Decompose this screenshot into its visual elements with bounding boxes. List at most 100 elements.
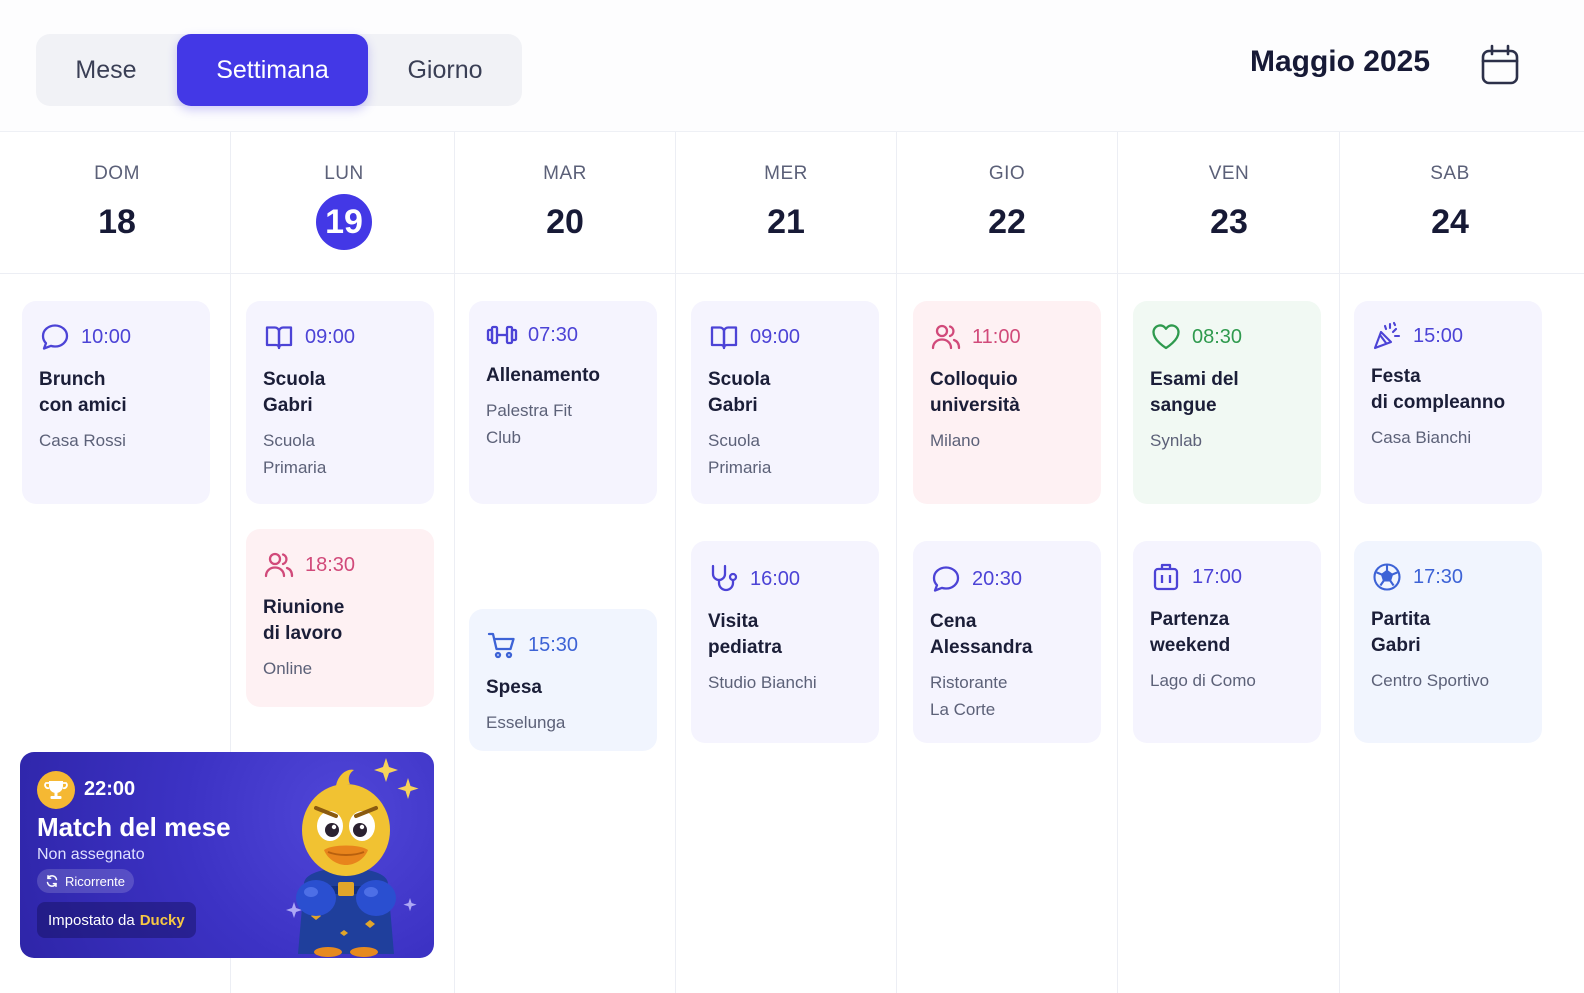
- event-card-scuola-gabri[interactable]: 09:00 Scuola Gabri Scuola Primaria: [691, 301, 879, 504]
- event-card-scuola-gabri[interactable]: 09:00 Scuola Gabri Scuola Primaria: [246, 301, 434, 504]
- event-location: Milano: [930, 431, 981, 450]
- people-icon: [263, 549, 295, 581]
- event-location: Studio Bianchi: [708, 673, 817, 692]
- calendar-icon[interactable]: [1480, 44, 1520, 86]
- promo-time: 22:00: [84, 778, 136, 800]
- day-header-sab[interactable]: SAB 24: [1370, 160, 1530, 250]
- day-number: 21: [767, 203, 805, 241]
- day-header-lun[interactable]: LUN 19: [264, 160, 424, 250]
- event-card-colloquio[interactable]: 11:00 Colloquio università Milano: [913, 301, 1101, 504]
- party-popper-icon: [1371, 320, 1403, 352]
- people-icon: [930, 321, 962, 353]
- calendar-toolbar: Mese Settimana Giorno Maggio 2025: [0, 0, 1584, 132]
- event-card-esami[interactable]: 08:30 Esami del sangue Synlab: [1133, 301, 1321, 504]
- event-location: Scuola Primaria: [263, 431, 327, 477]
- day-header-ven[interactable]: VEN 23: [1149, 160, 1309, 250]
- soccer-ball-icon: [1371, 561, 1403, 593]
- trophy-icon: [37, 771, 75, 809]
- event-location: Casa Rossi: [39, 431, 126, 450]
- event-card-allenamento[interactable]: 07:30 Allenamento Palestra Fit Club: [469, 301, 657, 504]
- repeat-icon: [46, 875, 58, 887]
- promo-title: Match del mese: [37, 812, 231, 842]
- month-title[interactable]: Maggio 2025: [1249, 45, 1431, 78]
- event-location: Esselunga: [486, 713, 566, 732]
- open-book-icon: [263, 321, 295, 353]
- recurring-badge: Ricorrente: [37, 869, 134, 893]
- set-by-name: Ducky: [139, 911, 185, 929]
- day-header-dom[interactable]: DOM 18: [37, 160, 197, 250]
- day-number: 20: [546, 203, 584, 241]
- match-del-mese-card[interactable]: 22:00 Match del mese Non assegnato Ricor…: [20, 752, 434, 958]
- event-location: Synlab: [1150, 431, 1202, 450]
- open-book-icon: [708, 321, 740, 353]
- event-card-visita-pediatra[interactable]: 16:00 Visita pediatra Studio Bianchi: [691, 541, 879, 743]
- event-time: 07:30: [528, 323, 579, 346]
- event-title: Cena Alessandra: [930, 611, 1033, 658]
- event-title: Brunch con amici: [39, 369, 127, 416]
- event-card-partenza[interactable]: 17:00 Partenza weekend Lago di Como: [1133, 541, 1321, 743]
- today-day-number: 19: [316, 194, 372, 250]
- event-title: Partita Gabri: [1371, 609, 1431, 656]
- view-month-button[interactable]: Mese: [75, 55, 137, 84]
- event-title: Partenza weekend: [1150, 609, 1231, 656]
- weekday-label: VEN: [1208, 163, 1250, 184]
- event-time: 16:00: [750, 567, 801, 590]
- dumbbell-icon: [486, 319, 518, 351]
- day-number: 18: [98, 203, 136, 241]
- day-header-mar[interactable]: MAR 20: [485, 160, 645, 250]
- event-title: Spesa: [486, 677, 542, 698]
- event-time: 15:00: [1413, 324, 1464, 347]
- event-card-spesa[interactable]: 15:30 Spesa Esselunga: [469, 609, 657, 751]
- event-card-cena[interactable]: 20:30 Cena Alessandra Ristorante La Cort…: [913, 541, 1101, 743]
- view-day-button[interactable]: Giorno: [407, 55, 483, 84]
- heart-icon: [1150, 321, 1182, 353]
- weekday-label: LUN: [324, 163, 364, 184]
- event-time: 20:30: [972, 567, 1023, 590]
- weekday-label: GIO: [988, 163, 1026, 184]
- column-divider: [896, 132, 897, 993]
- column-divider: [454, 132, 455, 993]
- event-time: 15:30: [528, 633, 579, 656]
- event-card-riunione[interactable]: 18:30 Riunione di lavoro Online: [246, 529, 434, 707]
- event-location: Lago di Como: [1150, 671, 1256, 690]
- weekday-label: DOM: [94, 163, 140, 184]
- view-week-button[interactable]: Settimana: [177, 34, 368, 106]
- event-time: 11:00: [972, 325, 1021, 348]
- day-header-gio[interactable]: GIO 22: [927, 160, 1087, 250]
- event-location: Casa Bianchi: [1371, 428, 1472, 447]
- event-time: 17:00: [1192, 565, 1243, 588]
- column-divider: [230, 132, 231, 993]
- event-card-partita[interactable]: 17:30 Partita Gabri Centro Sportivo: [1354, 541, 1542, 743]
- weekday-label: MER: [764, 163, 808, 184]
- promo-assignee: Non assegnato: [37, 846, 145, 863]
- stethoscope-icon: [708, 563, 740, 595]
- event-time: 10:00: [81, 325, 132, 348]
- chat-bubble-icon: [39, 321, 71, 353]
- event-title: Scuola Gabri: [263, 369, 326, 416]
- event-title: Colloquio università: [930, 369, 1020, 416]
- event-time: 09:00: [305, 325, 356, 348]
- day-header-mer[interactable]: MER 21: [706, 160, 866, 250]
- event-title: Esami del sangue: [1150, 369, 1239, 416]
- luggage-icon: [1150, 561, 1182, 593]
- event-title: Visita pediatra: [708, 611, 782, 658]
- event-location: Centro Sportivo: [1371, 671, 1490, 690]
- event-title: Allenamento: [486, 365, 601, 386]
- set-by-label: Impostato da Ducky: [37, 902, 196, 938]
- duck-boxer-mascot: [286, 758, 419, 957]
- weekday-label: MAR: [543, 163, 587, 184]
- header-divider: [0, 273, 1584, 274]
- day-number: 24: [1431, 203, 1469, 241]
- event-time: 17:30: [1413, 565, 1464, 588]
- day-number: 23: [1210, 203, 1248, 241]
- column-divider: [1339, 132, 1340, 993]
- event-title: Festa di compleanno: [1371, 366, 1506, 413]
- event-time: 09:00: [750, 325, 801, 348]
- event-location: Ristorante La Corte: [930, 673, 1008, 719]
- shopping-cart-icon: [486, 629, 518, 661]
- day-number: 22: [988, 203, 1026, 241]
- event-location: Online: [263, 659, 313, 678]
- event-time: 08:30: [1192, 325, 1243, 348]
- event-card-brunch[interactable]: 10:00 Brunch con amici Casa Rossi: [22, 301, 210, 504]
- event-card-festa[interactable]: 15:00 Festa di compleanno Casa Bianchi: [1354, 301, 1542, 504]
